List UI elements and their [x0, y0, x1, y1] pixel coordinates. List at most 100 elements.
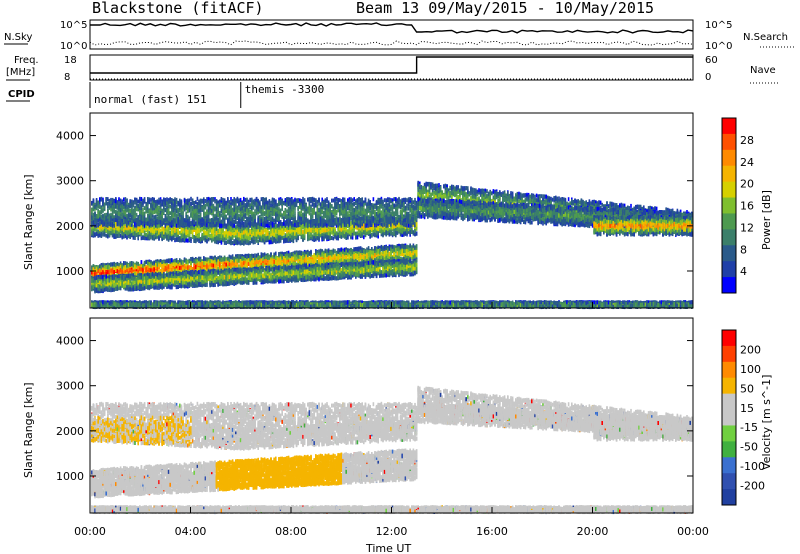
power-cell: [144, 303, 146, 307]
power-cell: [137, 235, 139, 239]
power-cell: [121, 204, 123, 208]
power-cell: [139, 203, 141, 207]
power-cell: [115, 230, 117, 234]
power-cell: [97, 219, 99, 223]
power-cell: [145, 202, 147, 206]
power-cell: [91, 221, 93, 225]
power-cell: [99, 198, 101, 202]
nsky-tick-bottom: 10^0: [60, 41, 87, 52]
cpid-mode-normal: normal (fast) 151: [94, 93, 207, 106]
power-cell: [113, 234, 115, 238]
power-cell: [131, 262, 133, 266]
power-cell: [145, 233, 147, 237]
power-cell: [131, 284, 133, 288]
power-cell: [133, 225, 135, 229]
power-cell: [125, 277, 127, 281]
power-cell: [117, 200, 119, 204]
power-cell: [145, 221, 147, 225]
power-cell: [104, 202, 106, 206]
power-cell: [102, 300, 104, 304]
nsearch-tick-top: 10^5: [705, 20, 732, 31]
power-cell: [113, 262, 115, 266]
power-cell: [93, 200, 95, 204]
power-cell: [120, 199, 122, 203]
power-cell: [117, 206, 119, 210]
power-cell: [137, 262, 139, 266]
power-cell: [110, 216, 112, 220]
freq-frame: [90, 55, 693, 80]
power-cell: [128, 280, 130, 284]
power-cell: [137, 200, 139, 204]
power-cell: [129, 262, 131, 266]
power-cell: [126, 231, 128, 235]
power-cell: [125, 234, 127, 238]
power-cell: [101, 234, 103, 238]
power-cell: [102, 227, 104, 231]
power-cell: [105, 265, 107, 269]
power-cell: [97, 230, 99, 234]
power-cell: [129, 268, 131, 272]
power-cell: [133, 302, 135, 306]
power-cell: [137, 285, 139, 289]
power-cell: [104, 281, 106, 285]
power-cell: [147, 276, 149, 280]
power-cell: [118, 197, 120, 201]
power-cell: [104, 222, 106, 226]
freq-panel: Freq. [MHz] 18 8 60 0 Nave: [6, 55, 780, 83]
power-cell: [115, 222, 117, 226]
power-cell: [131, 276, 133, 280]
power-cell: [118, 216, 120, 220]
power-cell: [97, 201, 99, 205]
power-cell: [129, 199, 131, 203]
power-cell: [96, 268, 98, 272]
power-cell: [93, 233, 95, 237]
power-cell: [117, 278, 119, 282]
power-cell: [104, 213, 106, 217]
power-cell: [129, 235, 131, 239]
power-cell: [134, 277, 136, 281]
power-cell: [142, 276, 144, 280]
power-cell: [129, 302, 131, 306]
power-cell: [121, 235, 123, 239]
power-cell: [118, 274, 120, 278]
power-cell: [126, 285, 128, 289]
power-cell: [141, 236, 143, 240]
power-cell: [96, 302, 98, 306]
power-cell: [91, 201, 93, 205]
power-cell: [112, 230, 114, 234]
power-cell: [101, 225, 103, 229]
power-cell: [99, 275, 101, 279]
power-cell: [102, 220, 104, 224]
power-cell: [126, 214, 128, 218]
power-cell: [128, 207, 130, 211]
power-cell: [139, 221, 141, 225]
power-cell: [147, 281, 149, 285]
power-cell: [91, 279, 93, 283]
power-cell: [99, 222, 101, 226]
power-cell: [139, 286, 141, 290]
power-cell: [102, 275, 104, 279]
station-title: Blackstone (fitACF): [92, 0, 264, 17]
power-cell: [142, 208, 144, 212]
power-cell: [136, 303, 138, 307]
power-cell: [101, 220, 103, 224]
power-cell: [101, 208, 103, 212]
power-cell: [115, 214, 117, 218]
power-cell: [129, 203, 131, 207]
power-cell: [93, 203, 95, 207]
power-cell: [118, 222, 120, 226]
power-cell: [139, 216, 141, 220]
power-cell: [102, 264, 104, 268]
power-cell: [131, 303, 133, 307]
beam-date-title: Beam 13 09/May/2015 - 10/May/2015: [356, 0, 654, 17]
power-cell: [105, 223, 107, 227]
power-cell: [101, 215, 103, 219]
power-cell: [109, 266, 111, 270]
power-cell: [107, 270, 109, 274]
power-cell: [129, 274, 131, 278]
power-cell: [105, 275, 107, 279]
power-cell: [126, 205, 128, 209]
power-cell: [129, 288, 131, 292]
power-cell: [144, 232, 146, 236]
power-cell: [128, 264, 130, 268]
